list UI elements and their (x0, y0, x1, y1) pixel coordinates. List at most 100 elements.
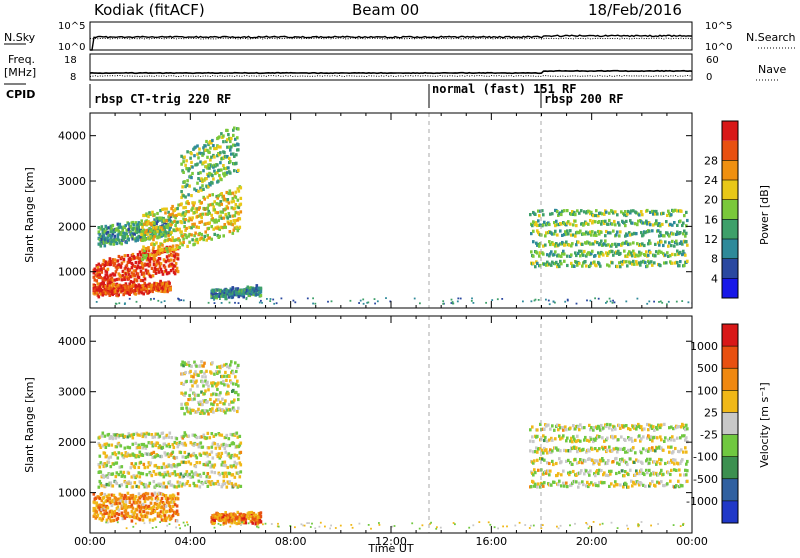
power-cell-959 (153, 242, 156, 247)
power-cell-2435 (522, 300, 524, 303)
power-cell-554 (150, 287, 153, 291)
power-cell-472 (128, 292, 131, 296)
velocity-cell-1305 (575, 439, 578, 444)
velocity-cell-681 (182, 434, 186, 438)
velocity-cell-348 (100, 484, 104, 488)
power-cell-2424 (452, 302, 455, 305)
velocity-cell-1429 (606, 422, 609, 427)
velocity-cell-1234 (557, 483, 560, 487)
velocity-cell-1365 (591, 458, 594, 462)
velocity-cell-1160 (537, 468, 540, 472)
velocity-cell-1198 (546, 451, 549, 455)
power-cell-1088 (184, 218, 187, 222)
velocity-cell-17 (95, 501, 99, 505)
power-cell-1494 (232, 133, 235, 137)
velocity-cell-1472 (619, 483, 622, 487)
power-cell-2335 (442, 300, 445, 303)
velocity-cell-727 (195, 484, 199, 488)
velocity-cell-64 (107, 493, 111, 497)
velocity-cell-1244 (559, 437, 562, 441)
velocity-cell-1966 (524, 524, 527, 526)
velocity-cell-2030 (601, 522, 604, 525)
power-cell-1045 (174, 228, 177, 233)
power-cell-912 (142, 254, 145, 258)
velocity-cell-849 (227, 437, 231, 441)
velocity-cell-1106 (232, 400, 235, 404)
velocity-cell-2004 (294, 526, 296, 529)
power-cell-789 (137, 225, 140, 229)
velocity-cell-1583 (647, 428, 650, 432)
velocity-cell-1093 (228, 366, 231, 370)
power-cell-1307 (181, 169, 184, 173)
nsearch-tick-bottom: 10^0 (705, 42, 732, 53)
power-cell-2355 (269, 298, 272, 300)
power-cell-968 (155, 225, 158, 229)
velocity-cell-808 (217, 452, 221, 456)
velocity-cell-1157 (536, 434, 539, 438)
power-cell-1147 (200, 232, 203, 237)
velocity-cell-1693 (676, 425, 679, 429)
velocity-cell-1223 (553, 428, 556, 432)
power-cell-2087 (676, 223, 679, 227)
velocity-cell-382 (107, 432, 111, 437)
power-cell-1112 (191, 216, 194, 220)
velocity-cell-1530 (633, 426, 636, 430)
power-cell-624 (168, 281, 171, 285)
power-cell-15 (96, 282, 100, 286)
power-cell-213 (147, 272, 151, 276)
velocity-cell-1896 (256, 522, 260, 526)
velocity-cell-175 (135, 501, 139, 505)
power-cell-1833 (609, 231, 612, 235)
power-cell-640 (99, 227, 103, 231)
power-cell-182 (139, 278, 143, 283)
velocity-cell-1969 (472, 524, 475, 527)
power-cell-219 (148, 263, 152, 267)
power-cell-1829 (608, 218, 611, 223)
power-cell-127 (125, 263, 129, 268)
velocity-cell-905 (180, 391, 183, 395)
velocity-cell-1483 (622, 485, 625, 489)
velocity-cell-700 (187, 452, 191, 456)
power-cell-1255 (228, 189, 232, 193)
power-cell-1855 (615, 244, 618, 248)
power-cell-201 (143, 262, 147, 266)
power-cell-1338 (191, 171, 194, 176)
velocity-cell-1477 (620, 459, 623, 463)
power-cell-1337 (190, 152, 193, 156)
power-cell-1229 (222, 216, 225, 220)
power-cell-32 (100, 270, 104, 274)
power-cell-1607 (554, 244, 557, 248)
velocity-cell-593 (161, 472, 165, 477)
power-colorbar-swatch-8 (722, 121, 738, 141)
velocity-cell-211 (144, 491, 148, 496)
velocity-cell-425 (118, 433, 122, 437)
power-cell-144 (130, 271, 134, 275)
velocity-cell-1661 (668, 461, 671, 465)
power-cell-2403 (564, 300, 567, 303)
power-cell-636 (98, 233, 102, 237)
power-colorbar-frame (721, 120, 739, 299)
power-cell-113 (121, 269, 125, 273)
power-cell-1282 (236, 229, 240, 233)
velocity-colorbar-swatch-2 (722, 456, 738, 479)
power-cell-989 (160, 232, 163, 236)
velocity-cell-409 (114, 436, 118, 440)
velocity-cell-889 (237, 484, 241, 488)
velocity-cell-1231 (556, 473, 559, 477)
velocity-cell-1325 (579, 423, 582, 427)
velocity-cell-1937 (302, 524, 304, 527)
power-cell-109 (120, 278, 124, 282)
power-cell-1664 (567, 232, 570, 236)
power-cell-1084 (183, 220, 186, 224)
power-cell-1073 (180, 202, 183, 206)
power-cell-1884 (623, 221, 626, 225)
velocity-cell-1163 (539, 485, 542, 489)
power-cell-1003 (164, 238, 167, 242)
velocity-cell-431 (120, 452, 124, 456)
velocity-cell-1911 (259, 520, 263, 524)
velocity-cell-1636 (659, 435, 662, 439)
velocity-cell-520 (143, 485, 147, 489)
power-cell-1271 (233, 221, 237, 225)
velocity-cell-860 (230, 453, 234, 458)
